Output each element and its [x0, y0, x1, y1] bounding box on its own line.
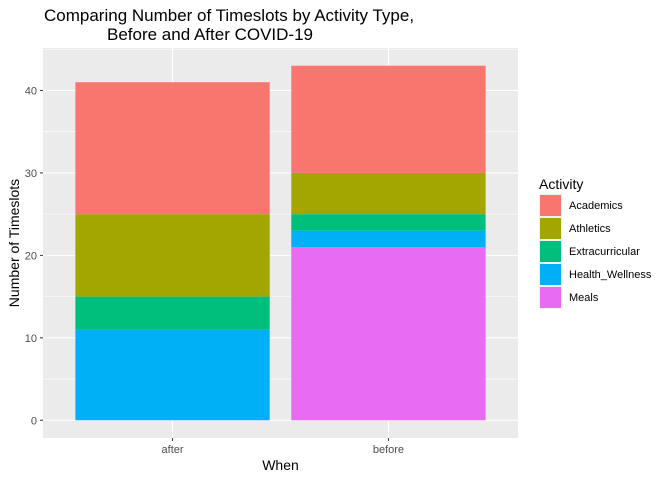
legend-key [540, 241, 561, 262]
y-tick-label: 0 [31, 415, 37, 427]
y-axis: 0 10 20 30 40 [25, 85, 43, 427]
legend-label: Health_Wellness [569, 269, 652, 281]
y-tick-label: 30 [25, 168, 37, 180]
y-tick-label: 40 [25, 85, 37, 97]
bar-segment [291, 214, 486, 231]
y-axis-title: Number of Timeslots [6, 179, 22, 307]
x-tick-label: after [162, 444, 184, 456]
chart-title-line-2: Before and After COVID-19 [107, 25, 313, 44]
legend: Activity Academics Athletics Extracurricul… [539, 176, 652, 309]
bar-segment [291, 172, 486, 215]
bar-segment [75, 329, 270, 421]
bar-segment [291, 247, 486, 421]
x-axis-title: When [262, 457, 299, 473]
x-tick-label: before [373, 444, 404, 456]
legend-key [540, 195, 561, 216]
legend-key [540, 218, 561, 239]
y-tick-label: 10 [25, 333, 37, 345]
bar-segment [75, 82, 270, 215]
bar-segment [75, 296, 270, 330]
bars [75, 65, 486, 421]
legend-label: Meals [569, 292, 599, 304]
legend-title: Activity [539, 176, 583, 192]
chart-title: Comparing Number of Timeslots by Activit… [44, 6, 414, 44]
chart-title-line-1: Comparing Number of Timeslots by Activit… [44, 6, 414, 25]
bar-segment [291, 65, 486, 173]
bar-segment [75, 214, 270, 297]
legend-label: Extracurricular [569, 246, 640, 258]
legend-label: Academics [569, 200, 623, 212]
legend-key [540, 264, 561, 285]
x-axis: after before [162, 438, 404, 456]
legend-label: Athletics [569, 223, 611, 235]
bar-segment [291, 230, 486, 248]
legend-key [540, 287, 561, 308]
y-tick-label: 20 [25, 250, 37, 262]
